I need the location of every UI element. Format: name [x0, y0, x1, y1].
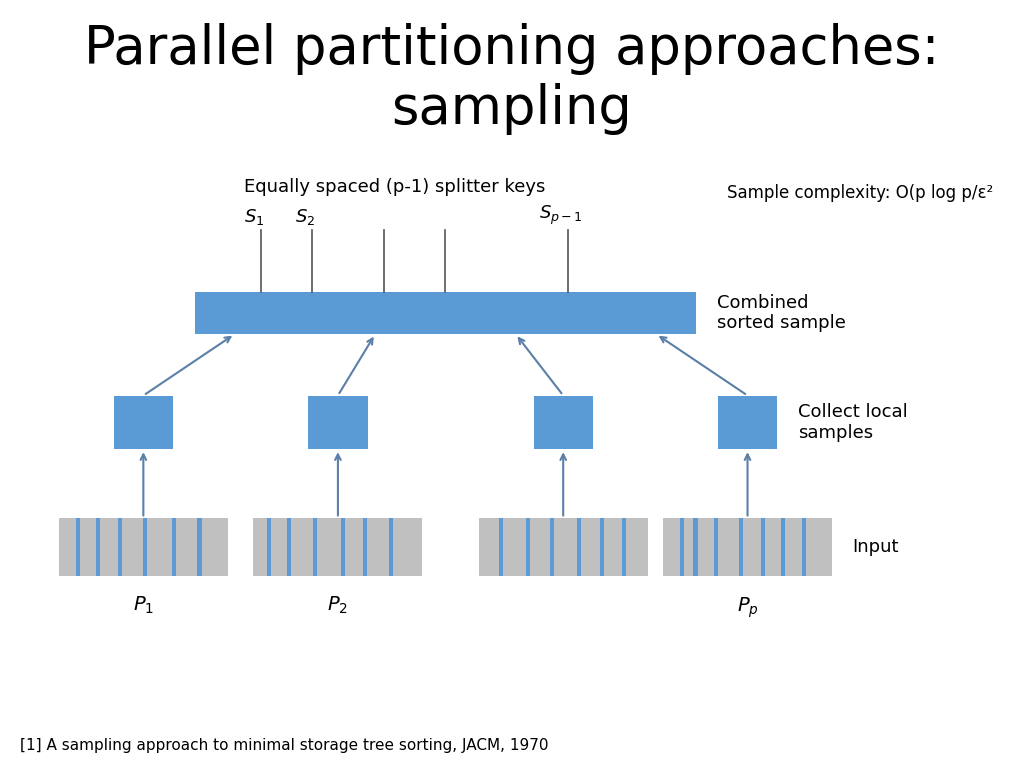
Bar — [577, 518, 581, 576]
Bar — [526, 518, 530, 576]
Bar — [389, 518, 393, 576]
Text: [1] A sampling approach to minimal storage tree sorting, JACM, 1970: [1] A sampling approach to minimal stora… — [20, 737, 549, 753]
Bar — [802, 518, 806, 576]
Bar — [308, 396, 368, 449]
Text: $P_2$: $P_2$ — [328, 595, 348, 617]
Bar — [267, 518, 271, 576]
Bar — [118, 518, 122, 576]
Bar — [287, 518, 291, 576]
Bar — [693, 518, 697, 576]
Text: Parallel partitioning approaches:
sampling: Parallel partitioning approaches: sampli… — [84, 23, 940, 135]
Bar — [781, 518, 785, 576]
Bar — [600, 518, 604, 576]
Bar — [664, 518, 831, 576]
Bar — [534, 396, 593, 449]
Text: Collect local
samples: Collect local samples — [798, 403, 907, 442]
Text: $S_2$: $S_2$ — [295, 207, 315, 227]
Bar — [761, 518, 765, 576]
Bar — [479, 518, 648, 576]
Bar — [623, 518, 627, 576]
Bar — [143, 518, 147, 576]
Text: $S_1$: $S_1$ — [244, 207, 264, 227]
Bar — [714, 518, 718, 576]
Bar — [312, 518, 316, 576]
Text: Input: Input — [852, 538, 899, 556]
Bar — [364, 518, 368, 576]
Bar — [96, 518, 100, 576]
Text: $P_1$: $P_1$ — [133, 595, 154, 617]
Bar — [172, 518, 176, 576]
Bar — [680, 518, 684, 576]
Text: $P_p$: $P_p$ — [736, 595, 759, 620]
Text: Sample complexity: O(p log p/ε²: Sample complexity: O(p log p/ε² — [727, 184, 993, 202]
Bar — [550, 518, 554, 576]
Bar — [718, 396, 777, 449]
Bar — [198, 518, 202, 576]
Bar — [341, 518, 345, 576]
Text: Equally spaced (p-1) splitter keys: Equally spaced (p-1) splitter keys — [244, 178, 545, 196]
Bar — [499, 518, 503, 576]
Bar — [114, 396, 173, 449]
Bar — [739, 518, 743, 576]
Bar — [59, 518, 228, 576]
Bar — [254, 518, 422, 576]
Bar — [195, 292, 696, 334]
Bar — [76, 518, 80, 576]
Text: $S_{p-1}$: $S_{p-1}$ — [540, 204, 583, 227]
Text: Combined
sorted sample: Combined sorted sample — [717, 293, 846, 333]
